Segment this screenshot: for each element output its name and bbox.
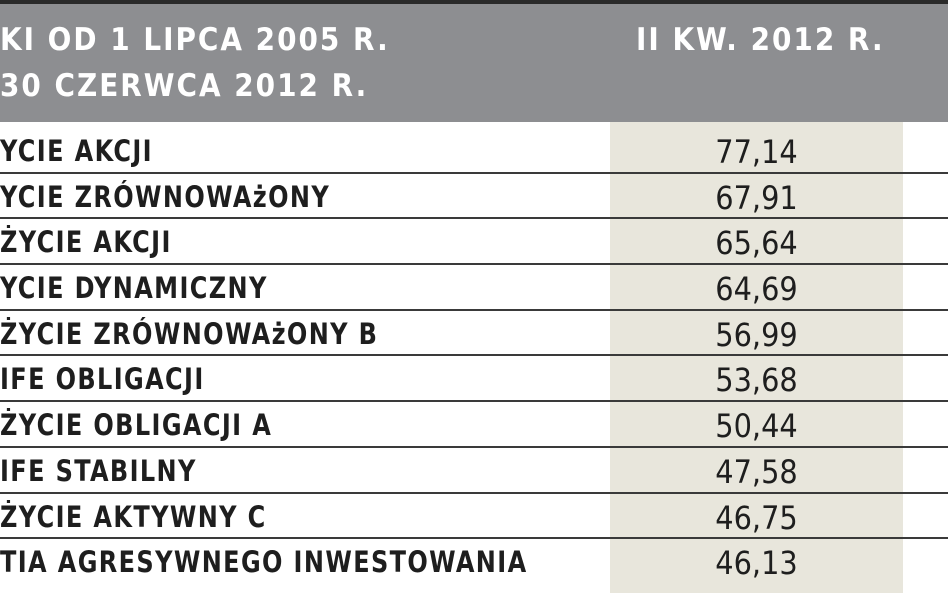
fund-return: 46,75	[715, 498, 798, 537]
header-quarter-label: II KW. 2012 R.	[636, 22, 885, 58]
fund-return: 50,44	[715, 407, 798, 446]
fund-return: 56,99	[715, 315, 798, 354]
table-header: KI OD 1 LIPCA 2005 R. 30 CZERWCA 2012 R.…	[0, 4, 948, 122]
table-row: YCIE DYNAMICZNY 64,69	[0, 265, 948, 311]
table-row: ŻYCIE AKCJI 65,64	[0, 219, 948, 266]
fund-return: 67,91	[715, 178, 798, 217]
fund-name: ŻYCIE AKCJI	[0, 225, 172, 260]
fund-name: YCIE DYNAMICZNY	[0, 271, 268, 306]
table-body: YCIE AKCJI 77,14 YCIE ZRÓWNOWAżONY 67,91…	[0, 128, 948, 585]
fund-name: ŻYCIE AKTYWNY C	[0, 499, 267, 534]
fund-return: 77,14	[715, 133, 798, 171]
table-row: TIA AGRESYWNEGO INWESTOWANIA 46,13	[0, 539, 948, 585]
fund-name: IFE OBLIGACJI	[0, 362, 205, 397]
fund-return: 46,13	[715, 544, 798, 583]
header-period-line1: KI OD 1 LIPCA 2005 R.	[0, 22, 390, 58]
table-row: IFE STABILNY 47,58	[0, 448, 948, 494]
table-row: YCIE ZRÓWNOWAżONY 67,91	[0, 174, 948, 220]
fund-return: 65,64	[715, 224, 798, 263]
fund-return: 47,58	[715, 452, 798, 491]
table-row: ŻYCIE AKTYWNY C 46,75	[0, 494, 948, 540]
fund-name: IFE STABILNY	[0, 453, 197, 488]
table-row: YCIE AKCJI 77,14	[0, 128, 948, 174]
table-row: IFE OBLIGACJI 53,68	[0, 356, 948, 403]
fund-name: ŻYCIE ZRÓWNOWAżONY B	[0, 316, 379, 351]
fund-return: 53,68	[715, 361, 798, 400]
fund-name: ŻYCIE OBLIGACJI A	[0, 408, 273, 443]
header-period-line2: 30 CZERWCA 2012 R.	[0, 68, 369, 104]
fund-name: TIA AGRESYWNEGO INWESTOWANIA	[0, 545, 528, 580]
fund-name: YCIE AKCJI	[0, 134, 153, 168]
table-row: ŻYCIE ZRÓWNOWAżONY B 56,99	[0, 311, 948, 357]
fund-name: YCIE ZRÓWNOWAżONY	[0, 179, 331, 214]
table-row: ŻYCIE OBLIGACJI A 50,44	[0, 402, 948, 448]
value-column-shading	[610, 122, 903, 593]
fund-return: 64,69	[715, 270, 798, 309]
top-rule	[0, 0, 948, 4]
